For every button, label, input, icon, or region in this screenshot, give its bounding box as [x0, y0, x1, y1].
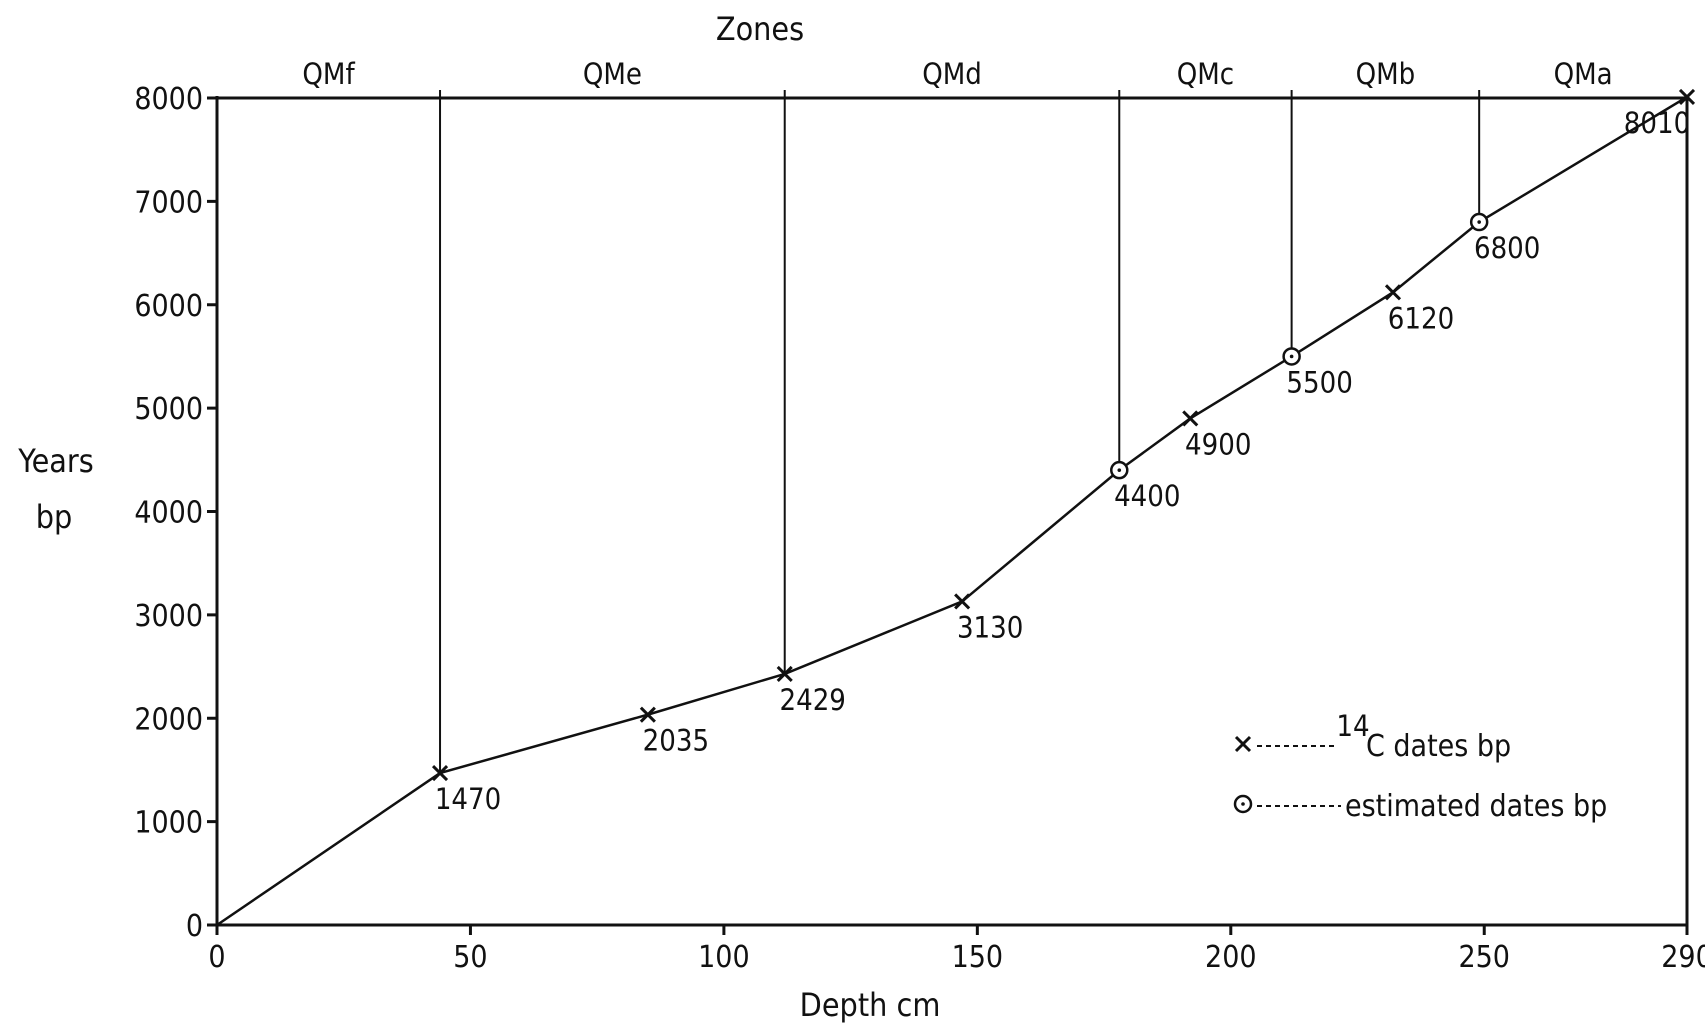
- x-tick-label: 50: [453, 940, 487, 975]
- data-label: 5500: [1286, 365, 1352, 399]
- plot-area: 0 1000 2000 3000 4000 5000 6000 7000 8000 0 50 100 1…: [134, 57, 1705, 975]
- data-point-estimated: [1469, 212, 1489, 232]
- x-tick-label: 250: [1458, 940, 1510, 975]
- zone-label: QMd: [922, 57, 982, 91]
- zone-label: QMf: [302, 57, 355, 91]
- y-axis-label-bp: bp: [36, 498, 73, 536]
- y-tick-label: 1000: [134, 806, 203, 841]
- x-tick-label: 290: [1661, 940, 1705, 975]
- data-label: 2429: [780, 683, 846, 717]
- x-tick-label: 150: [952, 940, 1004, 975]
- data-label: 3130: [957, 610, 1023, 644]
- data-point-c14: [776, 665, 793, 682]
- legend-marker-c14: [1234, 735, 1252, 753]
- legend-item-c14: C dates bp: [1366, 729, 1511, 764]
- zone-label: QMe: [583, 57, 642, 91]
- data-label: 2035: [643, 724, 709, 758]
- y-tick-label: 5000: [134, 392, 203, 427]
- data-label: 1470: [435, 782, 501, 816]
- y-tick-label: 7000: [134, 185, 203, 220]
- y-tick-label: 2000: [134, 702, 203, 737]
- legend-superscript: 14: [1336, 709, 1369, 743]
- x-tick-label: 200: [1205, 940, 1257, 975]
- data-point-c14: [1678, 88, 1696, 106]
- x-tick-label: 100: [698, 940, 750, 975]
- y-tick-label: 3000: [134, 599, 203, 634]
- data-point-c14: [1182, 410, 1199, 427]
- data-label: 4400: [1114, 479, 1180, 513]
- x-axis-label: Depth cm: [800, 986, 941, 1024]
- legend-item-estimated: estimated dates bp: [1345, 789, 1607, 824]
- y-tick-label: 4000: [134, 496, 203, 531]
- data-point-c14: [431, 764, 449, 782]
- data-point-c14: [1384, 284, 1402, 301]
- y-tick-label: 6000: [134, 289, 203, 324]
- data-point-estimated: [1110, 460, 1129, 480]
- y-tick-label: 8000: [134, 82, 203, 117]
- legend-marker-estimated: [1233, 794, 1253, 814]
- data-label: 6120: [1388, 301, 1454, 335]
- data-point-c14: [639, 706, 656, 723]
- data-label: 4900: [1185, 427, 1251, 461]
- data-label: 6800: [1474, 231, 1540, 265]
- y-tick-label: 0: [186, 909, 203, 944]
- zone-label: QMb: [1356, 57, 1416, 91]
- legend: 14C dates bp estimated dates bp: [1233, 709, 1607, 824]
- zone-label: QMa: [1554, 57, 1613, 91]
- data-point-estimated: [1282, 347, 1301, 366]
- chart-title: Zones: [716, 10, 804, 48]
- data-label: 8010: [1624, 106, 1690, 140]
- y-axis-label-years: Years: [17, 442, 94, 480]
- data-point-c14: [954, 593, 971, 610]
- zone-label: QMc: [1177, 57, 1234, 91]
- x-tick-label: 0: [208, 940, 225, 975]
